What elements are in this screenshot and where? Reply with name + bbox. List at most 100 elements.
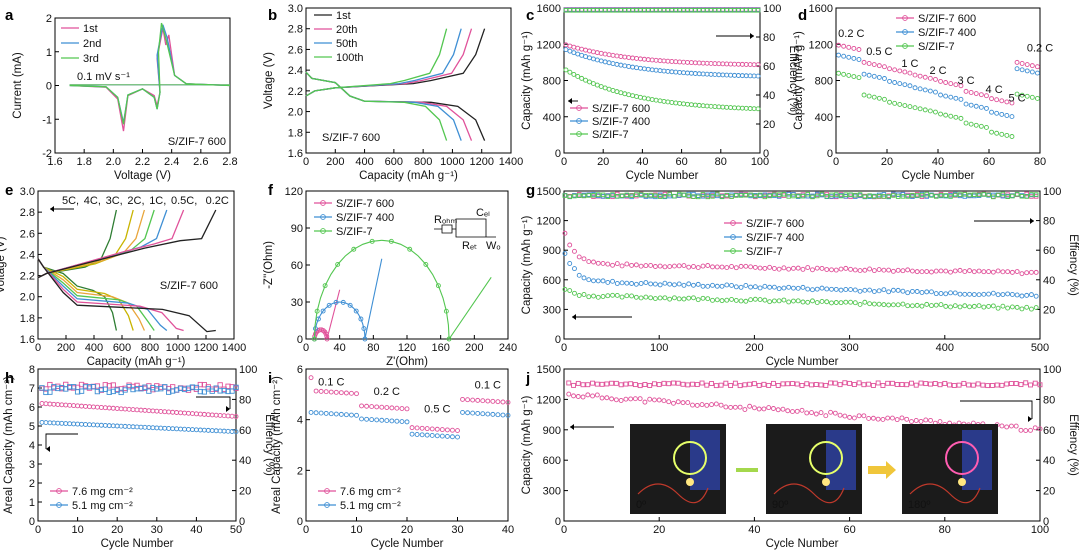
x-tick-label: 200 — [465, 342, 483, 354]
capacity-point — [824, 267, 830, 272]
capacity-point — [656, 397, 662, 403]
capacity-point — [805, 299, 811, 305]
efficiency-point — [886, 194, 891, 199]
efficiency-point — [924, 194, 929, 199]
y-tick-label: 900 — [543, 425, 561, 437]
capacity-point — [614, 61, 620, 67]
x-tick-label: 10 — [71, 524, 83, 536]
rate-point — [323, 389, 329, 395]
capacity-point — [995, 268, 1001, 274]
capacity-point — [733, 265, 739, 271]
capacity-point — [634, 55, 639, 61]
capacity-point — [118, 423, 124, 429]
efficiency-point — [970, 382, 976, 388]
rate-point — [384, 418, 390, 424]
rate-point — [354, 412, 359, 418]
rate-legend-label: 0.2C — [206, 195, 229, 207]
capacity-point — [118, 406, 124, 412]
x-tick-label: 300 — [840, 342, 858, 354]
rate-point — [384, 405, 390, 410]
capacity-point — [747, 62, 753, 68]
efficiency-point — [929, 193, 934, 198]
legend-marker — [320, 214, 326, 220]
y-tick-label: 600 — [543, 275, 561, 287]
capacity-point — [800, 266, 806, 272]
capacity-point — [1005, 305, 1011, 311]
x-tick-label: 120 — [398, 342, 416, 354]
efficiency-point — [728, 383, 734, 388]
capacity-point — [594, 50, 600, 56]
capacity-point — [700, 263, 706, 269]
capacity-point — [652, 281, 658, 287]
rate-point — [953, 114, 959, 120]
capacity-point — [637, 94, 643, 100]
rate-point — [917, 86, 923, 92]
rate-point — [359, 403, 364, 409]
efficiency-point — [842, 380, 848, 386]
efficiency-point — [39, 385, 45, 391]
x-tick-label: 0 — [561, 342, 567, 354]
capacity-point — [742, 407, 748, 412]
rate-point — [308, 409, 314, 415]
y-tick-label: 1500 — [537, 186, 561, 198]
efficiency-point — [90, 384, 97, 390]
efficiency-point — [723, 380, 729, 386]
capacity-point — [1023, 428, 1029, 434]
rate-point — [907, 83, 913, 89]
capacity-point — [686, 264, 692, 270]
rate-point — [968, 121, 974, 127]
efficiency-point — [643, 192, 649, 198]
capacity-point — [563, 67, 569, 73]
rate-point — [505, 412, 511, 418]
capacity-point — [637, 65, 643, 71]
capacity-point — [909, 288, 915, 294]
capacity-point — [624, 261, 630, 267]
legend-marker — [730, 248, 736, 254]
y-axis-label: Capacity (mAh g⁻¹) — [521, 31, 533, 130]
nyquist-point — [358, 316, 364, 322]
efficiency-point — [567, 194, 572, 199]
capacity-point — [719, 264, 725, 270]
legend-label: S/ZIF-7 600 — [746, 218, 804, 230]
capacity-point — [193, 411, 199, 417]
capacity-point — [1000, 303, 1006, 309]
rate-point — [369, 417, 375, 423]
capacity-point — [562, 251, 568, 256]
capacity-point — [134, 424, 140, 430]
efficiency-point — [905, 194, 910, 199]
capacity-point — [842, 413, 848, 419]
rate-point — [973, 122, 979, 128]
capacity-point — [688, 60, 694, 66]
capacity-point — [170, 409, 176, 415]
rate-point — [374, 417, 380, 423]
y-tick-label: 4 — [29, 440, 35, 452]
capacity-point — [810, 298, 815, 304]
capacity-point — [771, 284, 777, 290]
capacity-point — [669, 100, 675, 105]
capacity-point — [205, 412, 211, 418]
capacity-point — [587, 79, 592, 85]
capacity-point — [594, 82, 600, 88]
capacity-point — [909, 303, 915, 309]
x-tick-label: 80 — [939, 524, 951, 536]
capacity-point — [886, 289, 892, 295]
capacity-point — [776, 266, 782, 272]
capacity-point — [781, 297, 787, 303]
capacity-point — [924, 301, 930, 307]
capacity-point — [90, 404, 96, 410]
y-tick-label: 2 — [29, 478, 35, 490]
efficiency-point — [756, 382, 762, 388]
capacity-point — [775, 407, 781, 413]
x-tick-label: 600 — [385, 156, 403, 168]
y-tick-label: 1200 — [537, 216, 561, 228]
efficiency-point — [686, 193, 691, 198]
capacity-point — [755, 62, 761, 68]
nyquist-point — [407, 246, 413, 252]
capacity-point — [767, 264, 773, 270]
y-tick-label: 6 — [297, 364, 303, 376]
capacity-point — [657, 98, 663, 104]
x-tick-label: 2.2 — [135, 156, 150, 168]
capacity-point — [890, 287, 896, 293]
arrow-head — [226, 406, 230, 412]
capacity-point — [595, 278, 601, 284]
